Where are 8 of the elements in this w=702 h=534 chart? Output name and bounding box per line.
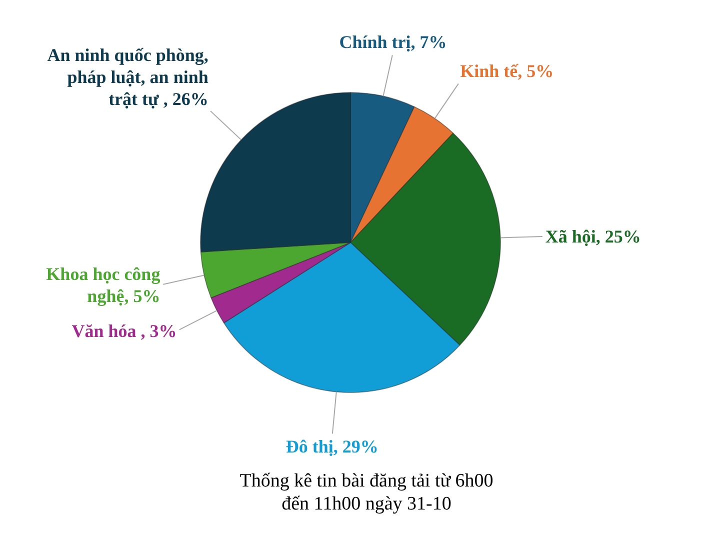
text: Thống kê tin bài đăng tải từ 6h00 đến 11h00 ngày 31-10	[240, 470, 494, 515]
slice-label: Khoa học công nghệ, 5%	[46, 264, 160, 306]
slice-label: Chính trị, 7%	[339, 32, 447, 52]
slice-label: Kinh tế, 5%	[460, 61, 554, 82]
slice-label: Xã hội, 25%	[545, 226, 641, 246]
slice-label: An ninh quốc phòng, pháp luật, an ninh trật tự , 26%	[47, 45, 208, 110]
slice-label: Đô thị, 29%	[286, 436, 378, 457]
slice-label: Văn hóa , 3%	[72, 321, 177, 342]
